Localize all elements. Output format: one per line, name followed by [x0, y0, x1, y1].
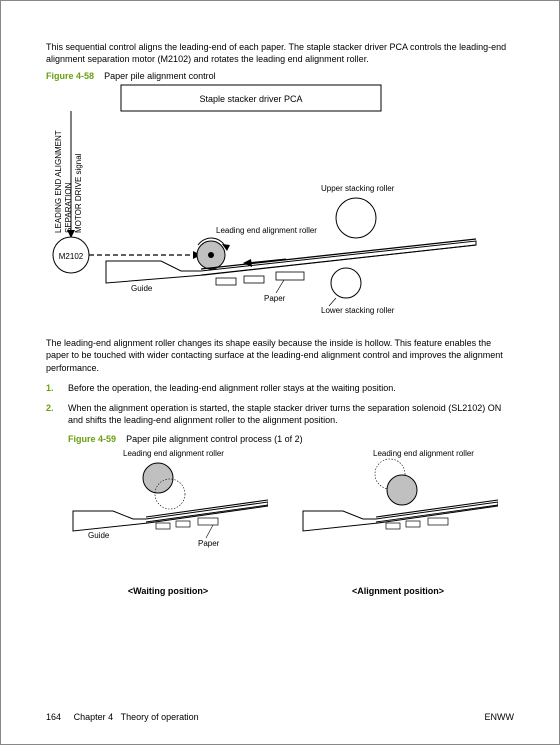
paragraph-2: The leading-end alignment roller changes…: [46, 337, 514, 373]
step-1: 1. Before the operation, the leading-end…: [46, 382, 514, 394]
lead-roller-label: Leading end alignment roller: [216, 226, 317, 235]
figure-58-label: Figure 4-58 Paper pile alignment control: [46, 71, 514, 81]
footer-left: 164 Chapter 4 Theory of operation: [46, 712, 199, 722]
steps-list: 1. Before the operation, the leading-end…: [46, 382, 514, 426]
caption-left: <Waiting position>: [68, 586, 268, 596]
figure-59-num: Figure 4-59: [68, 434, 116, 444]
guide-label: Guide: [131, 284, 153, 293]
figure-59-left: Leading end alignment roller Guide Paper…: [68, 446, 268, 596]
caption-right: <Alignment position>: [298, 586, 498, 596]
step-2-text: When the alignment operation is started,…: [68, 402, 514, 426]
figure-59-right: Leading end alignment roller <Alignment …: [298, 446, 498, 596]
motor-label: M2102: [59, 252, 84, 261]
upper-roller-label: Upper stacking roller: [321, 184, 395, 193]
v-label-1: LEADING END ALIGNMENT: [54, 130, 63, 233]
left-guide-label: Guide: [88, 531, 110, 540]
page-number: 164: [46, 712, 61, 722]
figure-59-title: Paper pile alignment control process (1 …: [126, 434, 303, 444]
figure-58-title: Paper pile alignment control: [104, 71, 216, 81]
step-1-text: Before the operation, the leading-end al…: [68, 382, 396, 394]
intro-text: This sequential control aligns the leadi…: [46, 41, 514, 65]
step-2: 2. When the alignment operation is start…: [46, 402, 514, 426]
left-top-label: Leading end alignment roller: [123, 449, 224, 458]
step-1-num: 1.: [46, 382, 68, 394]
figure-59-block: Figure 4-59 Paper pile alignment control…: [68, 434, 514, 596]
figure-58-space: [97, 71, 102, 81]
chapter-label: Chapter 4 Theory of operation: [74, 712, 199, 722]
lower-roller-label: Lower stacking roller: [321, 306, 395, 315]
figure-59-space: [119, 434, 124, 444]
footer-right: ENWW: [485, 712, 515, 722]
right-top-label: Leading end alignment roller: [373, 449, 474, 458]
v-label-2: SEPARATION: [64, 183, 73, 234]
left-paper-label: Paper: [198, 539, 220, 548]
figure-58-num: Figure 4-58: [46, 71, 94, 81]
step-2-num: 2.: [46, 402, 68, 426]
paper-label: Paper: [264, 294, 286, 303]
pca-label: Staple stacker driver PCA: [199, 94, 302, 104]
v-label-3: MOTOR DRIVE signal: [74, 154, 83, 234]
figure-59-label: Figure 4-59 Paper pile alignment control…: [68, 434, 514, 444]
figure-58-diagram: Staple stacker driver PCA LEADING END AL…: [46, 83, 516, 333]
page-footer: 164 Chapter 4 Theory of operation ENWW: [46, 712, 514, 722]
